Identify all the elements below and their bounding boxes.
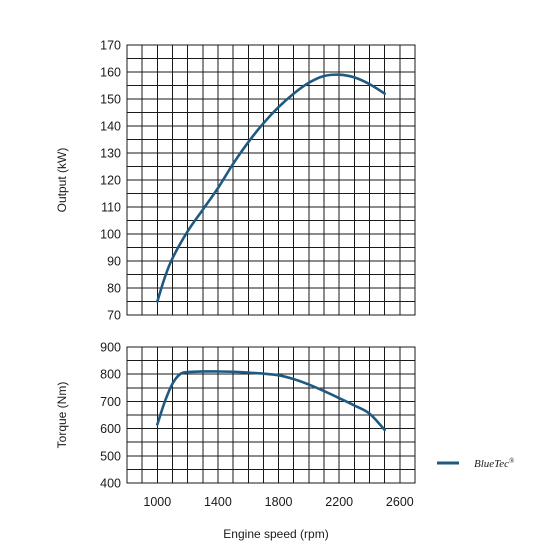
x-tick-label: 1800 [265,495,293,509]
output-y-tick-label: 120 [100,174,121,188]
torque-y-axis-label: Torque (Nm) [55,382,69,449]
torque-plot-frame [126,346,416,484]
legend-label-mark: ® [509,457,515,465]
torque-y-tick-label: 400 [100,477,121,491]
output-y-ticks: 70 80 90 100 110 120 130 140 150 160 170 [100,39,121,323]
torque-y-tick-label: 700 [100,395,121,409]
output-y-tick-label: 110 [101,201,121,215]
output-y-tick-label: 80 [107,282,121,296]
output-y-tick-label: 170 [100,39,121,53]
torque-y-ticks: 400 500 600 700 800 900 [100,341,121,491]
legend-label-name: BlueTec [474,458,509,470]
output-y-tick-label: 140 [100,120,121,134]
output-grid [126,44,416,316]
output-y-tick-label: 150 [100,93,121,107]
torque-y-tick-label: 500 [100,449,121,463]
torque-y-tick-label: 800 [100,368,121,382]
output-y-tick-label: 130 [100,147,121,161]
output-y-tick-label: 90 [107,255,121,269]
torque-series-line [156,370,386,432]
output-y-tick-label: 100 [100,228,121,242]
x-axis-ticks: 1000 1400 1800 2200 2600 [143,495,413,509]
output-y-axis-label: Output (kW) [55,148,69,213]
output-plot-frame [126,44,416,316]
torque-y-tick-label: 600 [100,422,121,436]
output-y-tick-label: 70 [107,309,121,323]
x-tick-label: 2200 [325,495,353,509]
torque-grid [126,346,416,484]
x-tick-label: 2600 [386,495,414,509]
legend-label: BlueTec® [474,457,515,470]
x-tick-label: 1400 [204,495,232,509]
x-axis-label: Engine speed (rpm) [223,527,328,541]
output-plot: 70 80 90 100 110 120 130 140 150 160 170 Output (k… [55,39,416,323]
output-y-tick-label: 160 [100,66,121,80]
torque-y-tick-label: 900 [100,341,121,355]
x-tick-label: 1000 [143,495,171,509]
output-series-line [156,73,386,303]
legend: BlueTec® [437,457,515,470]
